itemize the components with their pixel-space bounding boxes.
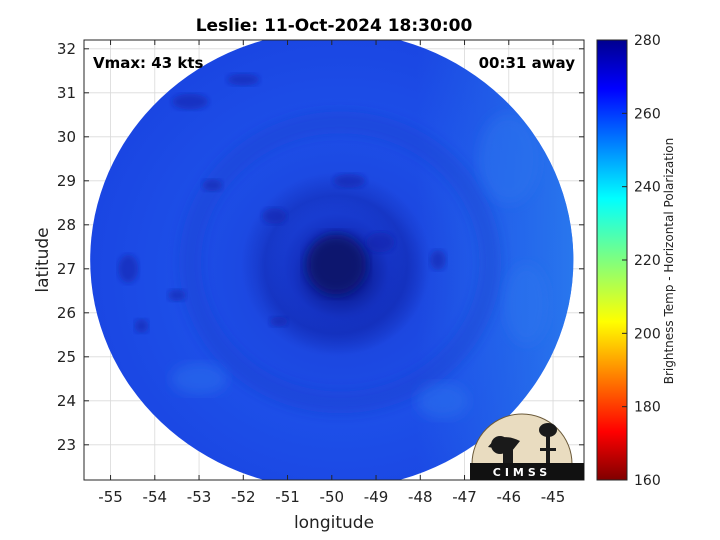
x-tick-label: -49 xyxy=(364,488,389,506)
x-axis-label: longitude xyxy=(294,513,374,533)
x-tick-label: -54 xyxy=(143,488,168,506)
colorbar-tick-label: 260 xyxy=(634,106,661,122)
colorbar-label: Brightness Temp - Horizontal Polarizatio… xyxy=(662,138,676,385)
brightness-temp-swath xyxy=(90,40,574,480)
logo-text: CIMSS xyxy=(493,466,551,479)
y-tick-label: 24 xyxy=(57,392,76,410)
warm-patch xyxy=(416,382,469,419)
y-tick-label: 28 xyxy=(57,216,76,234)
y-tick-label: 26 xyxy=(57,304,76,322)
cloud-blob xyxy=(172,93,209,110)
colorbar-axis: 160 180 200 220 240 260 280 xyxy=(622,33,661,489)
cloud-blob xyxy=(333,173,366,188)
x-tick-label: -48 xyxy=(408,488,433,506)
x-tick-label: -52 xyxy=(231,488,256,506)
x-tick-label: -55 xyxy=(98,488,123,506)
cloud-blob xyxy=(366,232,395,253)
cloud-blob xyxy=(227,73,260,86)
cimss-logo: CIMSS xyxy=(470,413,584,480)
cloud-blob xyxy=(134,319,149,333)
x-tick-label: -47 xyxy=(452,488,477,506)
x-tick-label: -51 xyxy=(275,488,300,506)
y-tick-label: 30 xyxy=(57,128,76,146)
y-tick-label: 29 xyxy=(57,172,76,190)
colorbar-tick-label: 200 xyxy=(634,326,661,342)
warm-patch xyxy=(504,264,549,344)
x-tick-label: -53 xyxy=(187,488,212,506)
colorbar-tick-label: 280 xyxy=(634,33,661,49)
y-tick-label: 27 xyxy=(57,260,76,278)
colorbar-tick-label: 220 xyxy=(634,253,661,269)
y-axis-label: latitude xyxy=(33,227,53,292)
warm-patch xyxy=(171,362,228,395)
x-tick-label: -46 xyxy=(497,488,522,506)
x-axis: -55 -54 -53 -52 -51 -50 -49 -48 -47 -46 -45 xyxy=(98,40,565,506)
x-tick-label: -50 xyxy=(320,488,345,506)
colorbar-tick-label: 160 xyxy=(634,473,661,489)
colorbar-tick-label: 240 xyxy=(634,180,661,196)
cloud-blob xyxy=(167,289,186,302)
y-tick-label: 32 xyxy=(57,40,76,58)
warm-patch xyxy=(478,113,539,204)
cloud-blob xyxy=(262,208,287,224)
plot-frame xyxy=(83,39,585,481)
y-tick-label: 25 xyxy=(57,348,76,366)
tower-icon xyxy=(539,423,557,437)
x-tick-label: -45 xyxy=(541,488,566,506)
cloud-blob xyxy=(202,179,223,192)
colorbar-tick-label: 180 xyxy=(634,400,661,416)
y-axis: 23 24 25 26 27 28 29 30 31 32 xyxy=(57,40,584,454)
cloud-blob xyxy=(429,250,446,270)
y-tick-label: 31 xyxy=(57,84,76,102)
time-offset-annotation: 00:31 away xyxy=(479,54,576,72)
chart-title: Leslie: 11-Oct-2024 18:30:00 xyxy=(196,16,473,36)
cloud-blob xyxy=(118,254,139,283)
cloud-blob xyxy=(269,316,288,327)
outer-band xyxy=(179,111,502,414)
storm-core xyxy=(306,234,367,295)
vmax-annotation: Vmax: 43 kts xyxy=(93,54,203,72)
y-tick-label: 23 xyxy=(57,436,76,454)
